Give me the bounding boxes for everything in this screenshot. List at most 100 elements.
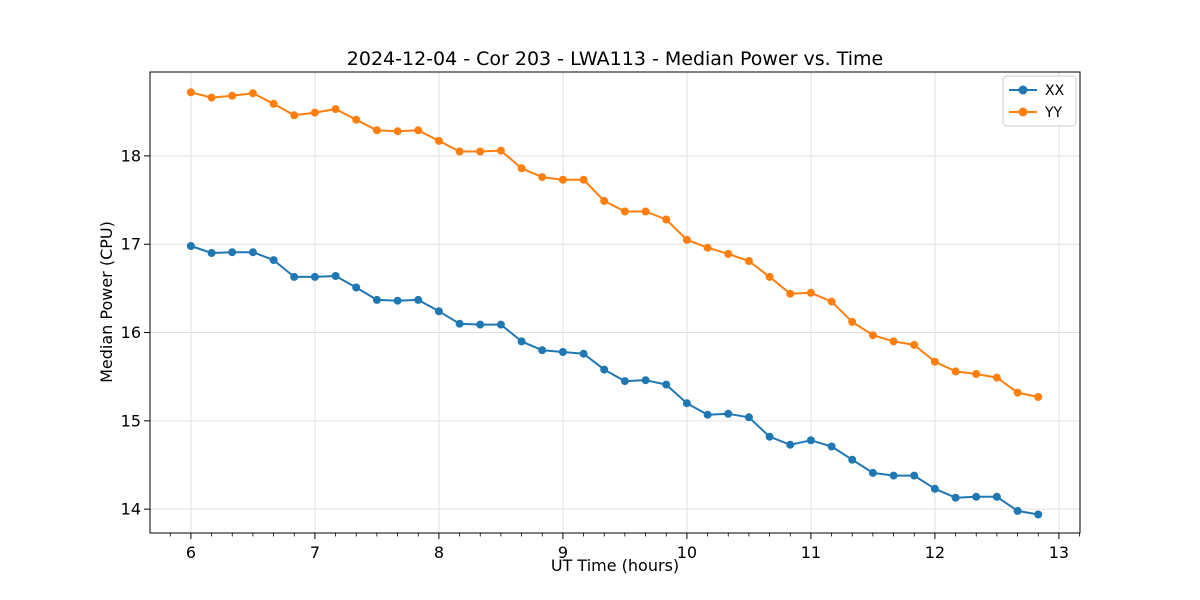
data-point (414, 126, 423, 135)
data-point (600, 196, 609, 205)
y-axis-label: Median Power (CPU) (97, 221, 116, 383)
y-tick-label: 14 (121, 500, 141, 519)
data-point (889, 337, 898, 346)
data-point (724, 409, 733, 418)
data-point (786, 440, 795, 449)
data-point (806, 436, 815, 445)
data-point (228, 91, 237, 100)
data-point (579, 175, 588, 184)
data-point (290, 111, 299, 120)
data-point (744, 257, 753, 265)
data-point (1013, 388, 1022, 397)
x-tick-label: 11 (801, 543, 821, 562)
data-point (331, 105, 340, 114)
data-point (1034, 393, 1043, 401)
data-point (310, 108, 319, 117)
data-point (207, 93, 216, 102)
data-point (827, 442, 836, 451)
data-point (455, 147, 464, 156)
data-point (641, 207, 650, 216)
y-tick-label: 17 (121, 235, 141, 254)
data-point (455, 319, 464, 328)
data-series (186, 88, 1043, 519)
data-point (1013, 506, 1022, 515)
x-tick-label: 8 (434, 543, 444, 562)
data-point (496, 320, 505, 329)
data-point (476, 147, 485, 156)
data-point (972, 370, 981, 378)
data-point (538, 346, 547, 355)
data-point (765, 432, 774, 441)
y-tick-label: 15 (121, 411, 141, 430)
legend-box (1002, 75, 1077, 127)
data-point (868, 468, 877, 477)
data-point (352, 283, 361, 292)
data-point (517, 337, 526, 346)
data-point (682, 235, 691, 244)
data-point (765, 272, 774, 281)
data-point (372, 295, 381, 304)
data-point (786, 289, 795, 298)
data-point (558, 348, 567, 356)
y-tick-label: 16 (121, 323, 141, 342)
x-axis-label: UT Time (hours) (551, 556, 679, 575)
data-point (848, 455, 857, 464)
x-tick-label: 10 (677, 543, 697, 562)
legend-entry-XX: XX (1009, 83, 1065, 99)
series-XX (186, 242, 1043, 519)
series-YY (186, 88, 1043, 401)
data-point (641, 376, 650, 385)
data-point (806, 288, 815, 297)
chart-title: 2024-12-04 - Cor 203 - LWA113 - Median P… (347, 48, 883, 70)
data-point (207, 249, 216, 257)
data-point (372, 126, 381, 135)
data-point (744, 413, 753, 422)
data-point (269, 99, 278, 108)
data-point (600, 365, 609, 374)
data-point (910, 471, 919, 480)
data-point (186, 242, 195, 250)
legend-label: XX (1045, 83, 1065, 99)
data-point (703, 410, 712, 419)
data-point (579, 349, 588, 358)
grid-lines (150, 72, 1080, 533)
x-tick-label: 6 (186, 543, 196, 562)
data-point (310, 272, 319, 281)
y-tick-label: 18 (121, 146, 141, 165)
data-point (558, 175, 567, 184)
data-point (434, 136, 443, 145)
legend-label: YY (1044, 105, 1063, 121)
data-point (930, 357, 939, 366)
data-point (889, 471, 898, 480)
data-point (1034, 510, 1043, 519)
x-tick-label: 7 (310, 543, 320, 562)
data-point (434, 307, 443, 316)
x-tick-label: 9 (558, 543, 568, 562)
data-point (972, 492, 981, 501)
legend-marker (1018, 85, 1028, 95)
data-point (910, 340, 919, 349)
legend-entry-YY: YY (1009, 105, 1063, 121)
data-point (228, 248, 237, 257)
data-point (992, 492, 1001, 501)
data-point (269, 256, 278, 265)
data-point (248, 248, 257, 257)
data-point (848, 317, 857, 326)
data-point (517, 164, 526, 173)
data-point (992, 373, 1001, 382)
axis-ticks: 6 7 8 9 10 11 12 13 14 15 16 17 18 (121, 146, 1080, 562)
x-tick-label: 13 (1049, 543, 1069, 562)
data-point (290, 272, 299, 281)
data-point (703, 243, 712, 252)
data-point (476, 320, 485, 329)
data-point (724, 249, 733, 258)
x-tick-label: 12 (925, 543, 945, 562)
data-point (662, 380, 671, 389)
data-point (682, 399, 691, 408)
data-point (248, 89, 257, 98)
data-point (930, 484, 939, 493)
data-point (951, 367, 960, 376)
data-point (827, 297, 836, 306)
data-point (662, 215, 671, 224)
